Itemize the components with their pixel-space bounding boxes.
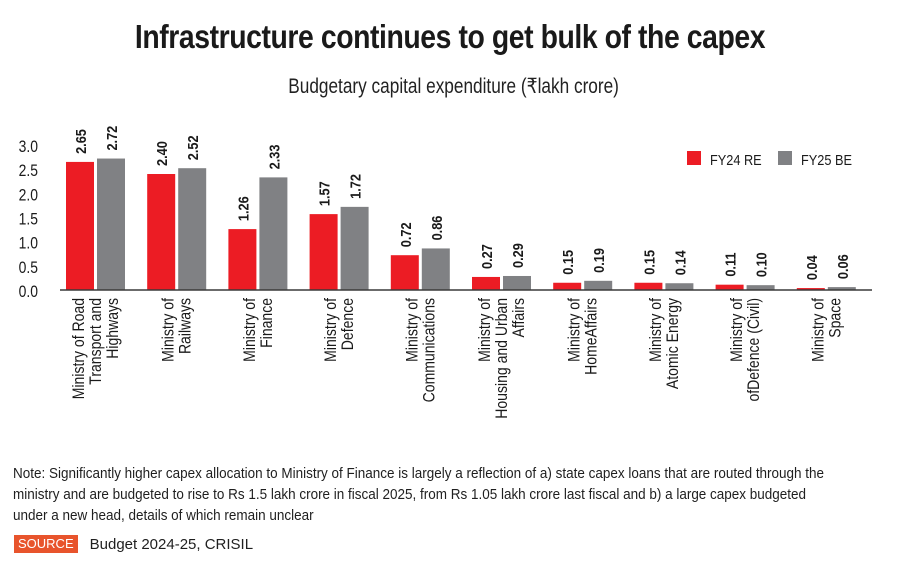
category-label: Ministry ofDefence [322,297,357,362]
source-badge: SOURCE [14,535,78,553]
bar-fy24-re [472,276,500,290]
category-label-line: Communications [420,298,438,403]
category-label-line: HomeAffairs [583,298,601,375]
bar-fy25-be [421,248,450,290]
bar-fy25-be [503,275,531,290]
bars [66,158,856,290]
legend-label: FY25 BE [801,151,852,168]
category-label-line: Ministry of [322,297,340,362]
y-tick-label: 2.5 [19,162,38,181]
bar-fy25-be [665,283,694,290]
category-label-line: Space [826,298,844,338]
y-tick-label: 1.5 [19,210,38,229]
category-label-line: Ministry of [403,297,421,362]
value-label: 0.14 [671,250,688,275]
value-label: 2.40 [153,141,170,166]
category-label-line: Ministry of [566,297,584,362]
category-label-line: Ministry of [809,297,827,362]
y-tick-label: 1.0 [19,234,39,253]
value-label: 0.15 [559,250,576,275]
bar-fy24-re [228,229,257,290]
bar-fy24-re [634,282,663,290]
bar-fy25-be [340,206,369,290]
y-tick-label: 0.5 [19,259,38,278]
category-label-line: Defence [339,298,357,350]
bar-fy25-be [827,287,856,290]
value-label: 0.27 [478,244,495,269]
category-label-line: Affairs [510,298,528,338]
bar-fy25-be [178,168,207,290]
chart-title: Infrastructure continues to get bulk of … [134,18,766,55]
value-label: 0.10 [753,252,770,277]
y-tick-label: 2.0 [19,186,39,205]
category-label-line: Ministry of [728,297,746,362]
category-label-line: Ministry of [241,297,259,362]
category-label-line: Housing and Urban [493,298,511,419]
category-label-line: Highways [104,298,122,359]
value-label: 1.26 [234,196,251,221]
category-label-line: ofDefence (Civil) [745,298,763,402]
source-row: SOURCE Budget 2024-25, CRISIL [14,535,253,553]
legend-swatch [778,151,792,165]
value-label: 0.04 [803,255,820,280]
value-label: 2.33 [265,144,282,169]
value-labels: 2.65 2.72 2.40 2.52 1.26 2.33 1.57 1.72 0.72 0.86… [72,125,851,280]
bar-chart: 0.0 0.5 1.0 1.5 2.0 2.5 3.0 2.65 2.72 2.40 2.52 1.… [19,125,872,419]
value-label: 0.15 [640,250,657,275]
category-label-line: Railways [177,298,195,354]
bar-fy24-re [390,255,419,290]
legend-swatch [687,151,701,165]
category-label-line: Finance [258,298,276,348]
bar-fy24-re [715,284,744,290]
value-label: 2.72 [103,125,120,150]
bar-fy25-be [584,280,613,290]
category-label-line: Ministry of [160,297,178,362]
y-tick-label: 3.0 [19,138,39,157]
legend: FY24 RE FY25 BE [687,151,852,168]
bar-fy25-be [97,158,125,290]
category-label-line: Ministry of [476,297,494,362]
category-label-line: Ministry of [647,297,665,362]
source-text: Budget 2024-25, CRISIL [89,535,254,553]
y-axis: 0.0 0.5 1.0 1.5 2.0 2.5 3.0 [19,138,39,302]
value-label: 0.72 [397,222,414,247]
category-label-line: Transport and [87,298,105,385]
value-label: 0.19 [590,248,607,273]
bar-fy24-re [796,288,825,290]
y-tick-label: 0.0 [19,283,39,302]
category-label-line: Ministry of Road [70,298,88,399]
bar-fy24-re [66,161,94,290]
legend-label: FY24 RE [710,151,762,168]
bar-fy24-re [553,282,582,290]
value-label: 2.65 [72,129,89,154]
value-label: 0.11 [722,252,739,276]
footnote: Note: Significantly higher capex allocat… [13,466,825,524]
bar-fy25-be [259,177,288,290]
value-label: 2.52 [184,135,201,160]
category-label-line: Atomic Energy [664,298,682,389]
value-label: 0.86 [428,215,445,240]
value-label: 1.72 [347,174,364,199]
chart-subtitle: Budgetary capital expenditure (₹lakh cro… [288,75,619,98]
value-label: 0.29 [509,243,526,268]
bar-fy24-re [147,174,176,290]
value-label: 1.57 [316,181,333,206]
bar-fy25-be [746,285,775,290]
value-label: 0.06 [834,254,851,279]
bar-fy24-re [309,214,338,290]
